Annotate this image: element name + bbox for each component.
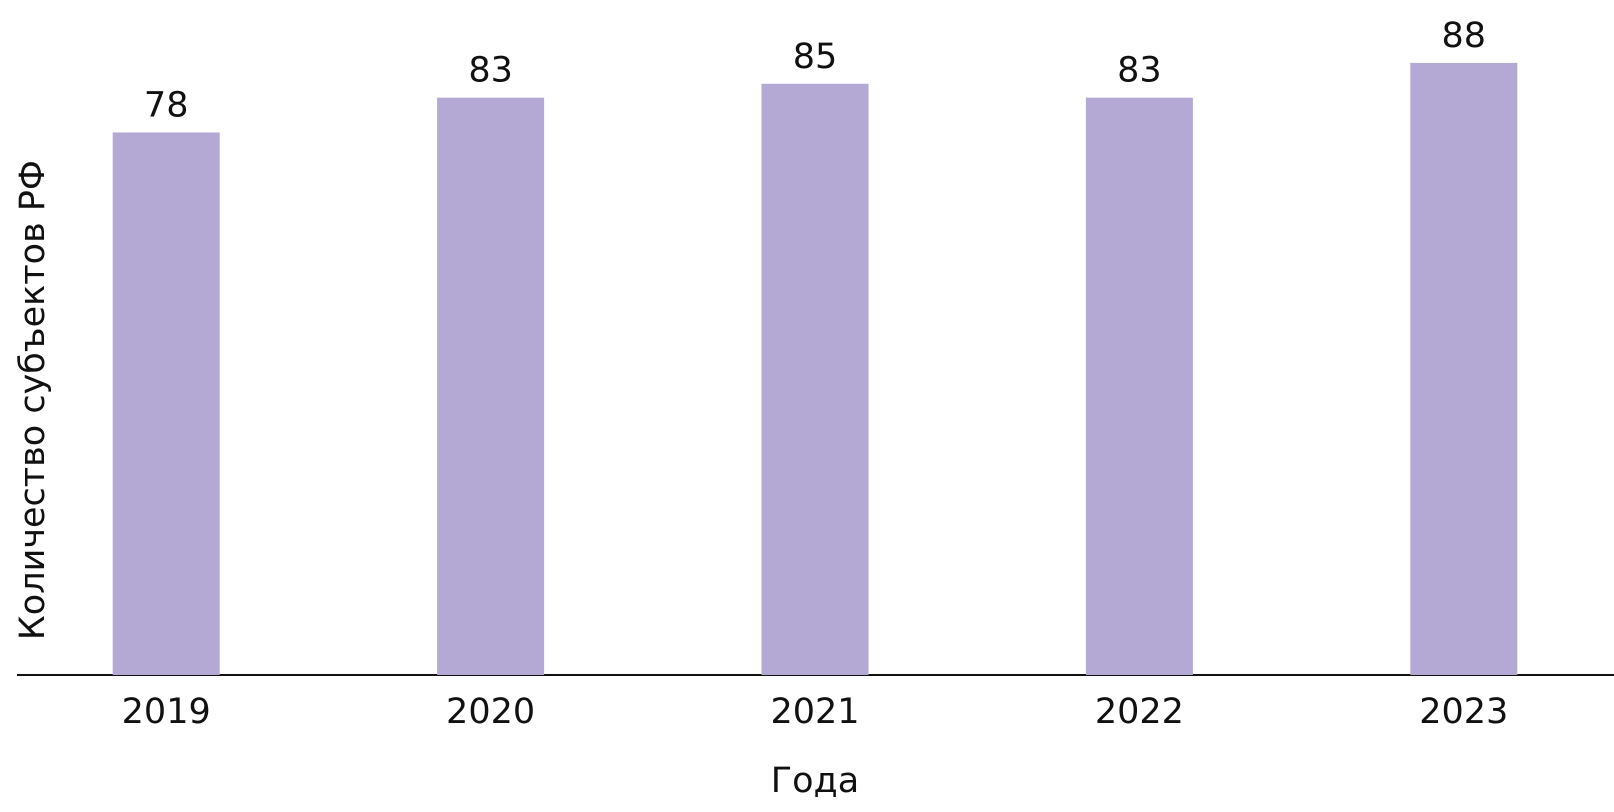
x-tick-label: 2019 — [122, 692, 211, 732]
x-axis-title: Года — [771, 761, 859, 801]
x-tick-label: 2020 — [446, 692, 535, 732]
bar — [112, 132, 220, 675]
x-tick-label: 2021 — [770, 692, 859, 732]
bar — [437, 97, 545, 675]
value-label: 88 — [1442, 16, 1487, 56]
bar — [1410, 62, 1518, 675]
x-tick-label: 2023 — [1419, 692, 1508, 732]
value-label: 85 — [793, 37, 838, 77]
value-label: 83 — [1117, 51, 1162, 91]
y-axis-title: Количество субъектов РФ — [13, 160, 53, 640]
x-tick-label: 2022 — [1095, 692, 1184, 732]
value-label: 78 — [144, 85, 189, 125]
bar — [761, 83, 869, 676]
value-label: 83 — [468, 51, 513, 91]
bar — [1085, 97, 1193, 675]
